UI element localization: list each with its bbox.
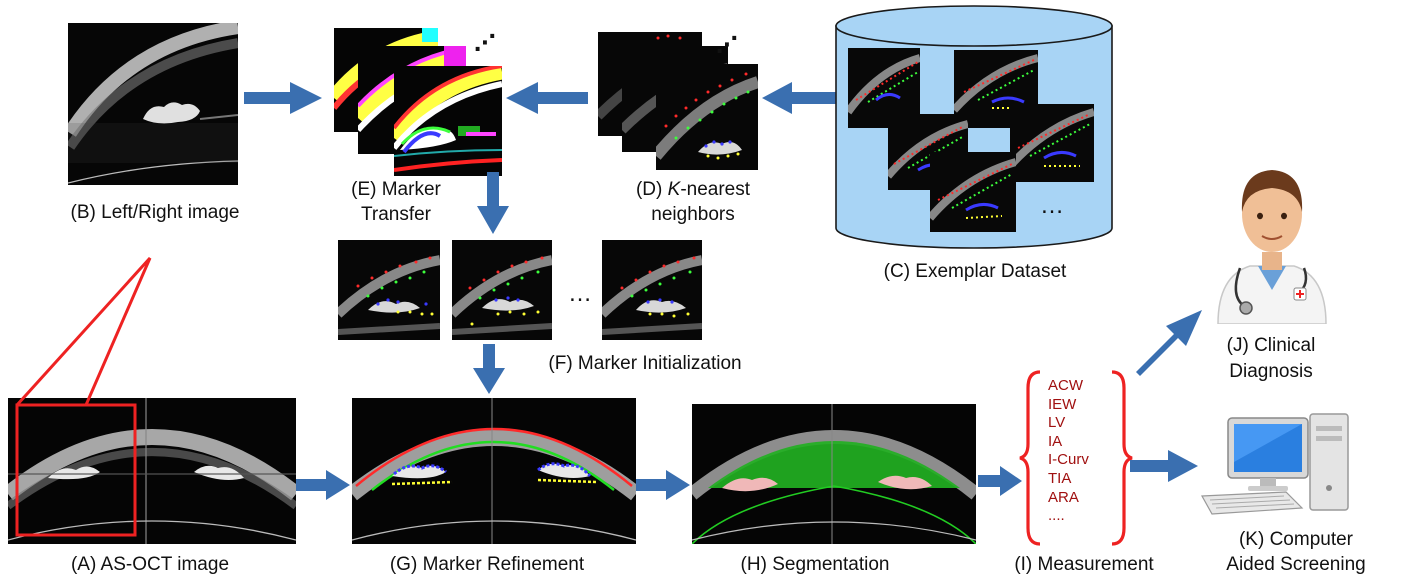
init-image-2 xyxy=(452,240,552,340)
marker-refinement-image xyxy=(352,398,636,544)
measure-ia: IA xyxy=(1048,432,1063,450)
doctor-icon xyxy=(1217,170,1327,324)
stack-ellipsis-d: ⋰ xyxy=(716,32,738,57)
arrow-d-to-e xyxy=(506,82,588,114)
dataset-images: … xyxy=(848,48,1104,233)
label-k-nearest-1: (D) K-nearest xyxy=(635,179,751,200)
measure-acw: ACW xyxy=(1048,377,1083,394)
init-image-3 xyxy=(602,240,702,340)
label-left-right-image: (B) Left/Right image xyxy=(70,202,240,223)
measurement-bracket-left xyxy=(1019,370,1041,546)
marker-transfer-stack: ⋰ xyxy=(334,28,502,176)
measure-tia: TIA xyxy=(1048,469,1072,487)
label-marker-transfer-2: Transfer xyxy=(360,204,432,225)
label-as-oct-image: (A) AS-OCT image xyxy=(70,554,230,575)
arrow-a-to-g xyxy=(296,470,350,500)
arrow-f-to-g xyxy=(473,344,505,394)
arrow-h-to-i xyxy=(978,466,1022,496)
measurement-bracket-right xyxy=(1111,370,1133,546)
arrow-i-to-j xyxy=(1136,310,1202,376)
as-oct-image xyxy=(8,398,296,544)
label-marker-refinement: (G) Marker Refinement xyxy=(389,554,585,575)
dataset-image-4 xyxy=(1010,104,1094,182)
arrow-e-to-f xyxy=(477,172,509,234)
label-clinical-2: Diagnosis xyxy=(1229,361,1313,382)
dataset-image-5 xyxy=(930,152,1016,232)
left-right-image xyxy=(68,23,238,185)
computer-icon xyxy=(1201,413,1349,515)
label-measurement: (I) Measurement xyxy=(1014,554,1154,575)
left-right-image-svg xyxy=(68,23,238,185)
label-exemplar-dataset: (C) Exemplar Dataset xyxy=(883,261,1067,282)
label-clinical-1: (J) Clinical xyxy=(1226,335,1316,356)
label-computer-2: Aided Screening xyxy=(1226,554,1366,575)
label-segmentation: (H) Segmentation xyxy=(740,554,890,575)
k-nearest-stack: ⋰ xyxy=(598,32,758,170)
measure-ara: ARA xyxy=(1048,488,1079,506)
transfer-image-front xyxy=(394,66,502,176)
init-ellipsis: … xyxy=(568,280,592,307)
init-image-1 xyxy=(338,240,440,340)
segmentation-image xyxy=(692,404,976,544)
arrow-b-to-e xyxy=(244,82,322,114)
dataset-ellipsis: … xyxy=(1040,192,1064,219)
stack-ellipsis-e: ⋰ xyxy=(474,30,496,55)
arrow-c-to-d xyxy=(762,82,836,114)
arrow-i-to-k xyxy=(1130,450,1198,482)
arrow-g-to-h xyxy=(636,470,690,500)
knn-image-front xyxy=(656,64,758,170)
measurement-list: ACW IEW LV IA I-Curv TIA ARA .... xyxy=(1048,377,1089,526)
label-marker-transfer-1: (E) Marker xyxy=(351,179,441,200)
measure-more: .... xyxy=(1048,507,1065,525)
label-marker-initialization: (F) Marker Initialization xyxy=(548,353,742,374)
measure-iew: IEW xyxy=(1048,395,1077,413)
label-k-nearest-2: neighbors xyxy=(651,204,735,225)
measure-lv: LV xyxy=(1048,414,1066,432)
measure-i-curv: I-Curv xyxy=(1048,451,1089,469)
label-computer-1: (K) Computer xyxy=(1238,529,1354,550)
